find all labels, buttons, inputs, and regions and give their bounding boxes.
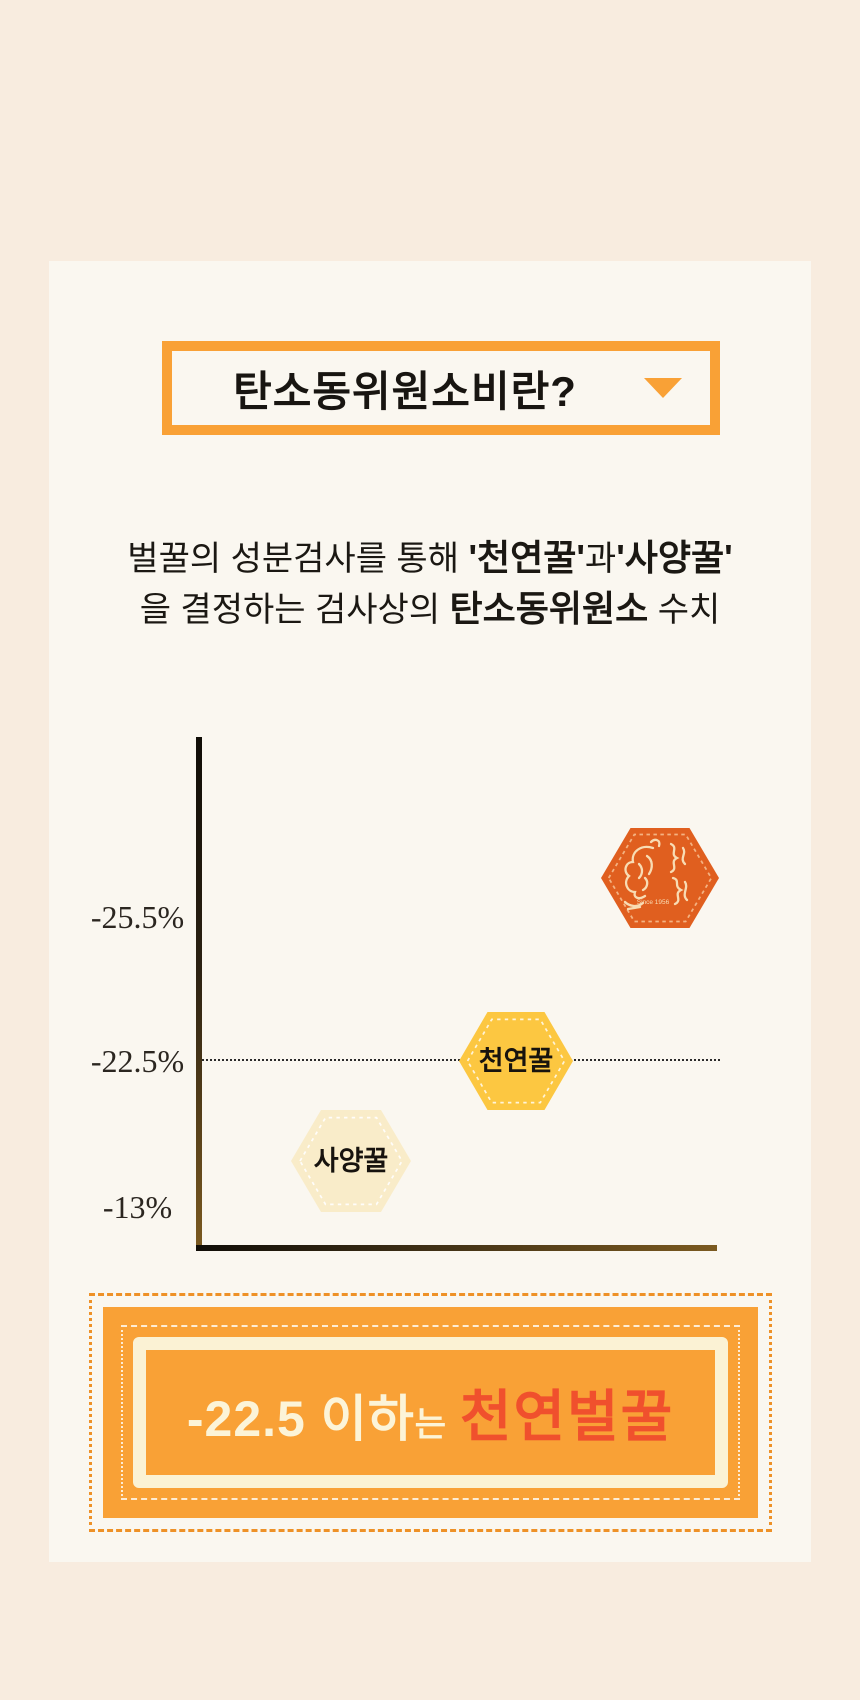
conclusion-banner-orange-box: -22.5 이하는 천연벌꿀 bbox=[103, 1307, 758, 1518]
calligraphy-strokes-icon bbox=[669, 842, 689, 906]
y-axis-line bbox=[196, 737, 202, 1251]
natural-honey-hexagon: 천연꿀 bbox=[459, 1012, 573, 1110]
natural-honey-hexagon-shape bbox=[459, 1012, 573, 1110]
logo-since-text: Since 1956 bbox=[637, 899, 670, 906]
natural-honey-highlight-text: 천연벌꿀 bbox=[460, 1385, 675, 1448]
dropdown-triangle-icon bbox=[644, 378, 682, 398]
fed-honey-label: 사양꿀 bbox=[314, 1146, 389, 1176]
conclusion-text: -22.5 이하는 천연벌꿀 bbox=[187, 1372, 674, 1453]
conclusion-banner: -22.5 이하는 천연벌꿀 bbox=[89, 1293, 772, 1532]
desc-segment: 수치 bbox=[648, 591, 721, 629]
infographic-card: 탄소동위원소비란? 벌꿀의 성분검사를 통해 '천연꿀'과'사양꿀' 을 결정하… bbox=[49, 261, 811, 1562]
section-title-box[interactable]: 탄소동위원소비란? bbox=[162, 341, 720, 435]
desc-segment-fed-honey: '사양꿀' bbox=[616, 537, 733, 578]
desc-segment-carbon-isotope: 탄소동위원소 bbox=[449, 588, 649, 629]
natural-honey-hexagon-dashed-border bbox=[466, 1018, 566, 1104]
x-axis-line bbox=[196, 1245, 717, 1251]
brand-logo-hexagon: Since 1956 bbox=[601, 828, 719, 928]
fed-honey-hexagon-shape bbox=[291, 1110, 411, 1212]
y-tick-label-13: -13% bbox=[102, 1189, 173, 1225]
page-title: 탄소동위원소비란? bbox=[233, 367, 577, 415]
logo-hexagon-shape bbox=[601, 828, 719, 928]
threshold-value-text: -22.5 이하 bbox=[186, 1391, 415, 1447]
y-tick-label-25-5: -25.5% bbox=[90, 899, 185, 935]
fed-honey-hexagon-dashed-border bbox=[299, 1116, 403, 1206]
description-line-2: 을 결정하는 검사상의 탄소동위원소 수치 bbox=[49, 584, 811, 635]
natural-honey-label: 천연꿀 bbox=[479, 1046, 554, 1076]
desc-segment: 과 bbox=[584, 540, 617, 578]
tiger-illustration-icon bbox=[623, 838, 661, 911]
particle-text: 는 bbox=[414, 1406, 447, 1444]
banner-inner-dotted-border bbox=[121, 1325, 740, 1500]
description-text: 벌꿀의 성분검사를 통해 '천연꿀'과'사양꿀' 을 결정하는 검사상의 탄소동… bbox=[49, 533, 811, 635]
banner-cream-frame bbox=[133, 1337, 728, 1488]
logo-hexagon-stitch-border bbox=[607, 833, 713, 923]
desc-segment: 벌꿀의 성분검사를 통해 bbox=[127, 540, 469, 578]
fed-honey-hexagon: 사양꿀 bbox=[291, 1110, 411, 1212]
y-tick-label-22-5: -22.5% bbox=[90, 1043, 185, 1079]
desc-segment: 을 결정하는 검사상의 bbox=[139, 591, 450, 629]
description-line-1: 벌꿀의 성분검사를 통해 '천연꿀'과'사양꿀' bbox=[49, 533, 811, 584]
desc-segment-natural-honey: '천연꿀' bbox=[468, 537, 585, 578]
banner-text-wrap: -22.5 이하는 천연벌꿀 bbox=[103, 1307, 758, 1518]
